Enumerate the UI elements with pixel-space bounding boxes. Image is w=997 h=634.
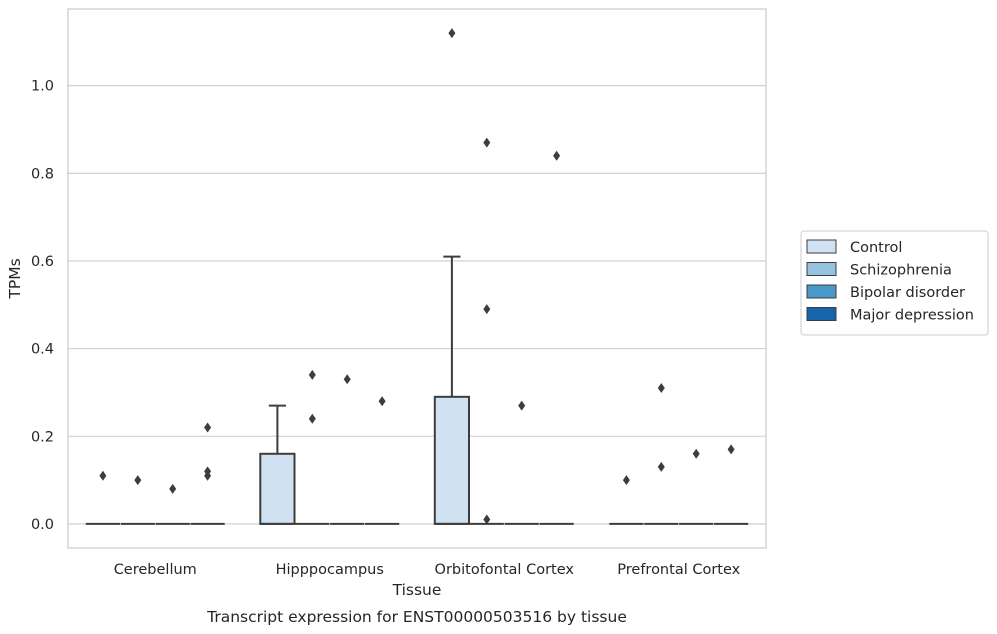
box-series	[85, 255, 749, 525]
plot-area-frame	[67, 8, 767, 549]
outlier-point	[727, 444, 735, 455]
legend-frame	[800, 230, 989, 336]
legend-swatch	[806, 239, 837, 254]
outlier-point	[343, 374, 351, 385]
outlier-point	[657, 383, 665, 394]
outlier-point	[134, 475, 142, 486]
x-axis-label: Tissue	[392, 581, 442, 599]
outlier-point	[553, 150, 561, 161]
x-axis-ticks: Cerebellum Hipppocampus Orbitofontal Corte…	[114, 562, 741, 578]
y-axis-ticks: 0.0 0.2 0.4 0.6 0.8 1.0	[31, 79, 54, 533]
y-tick-label: 1.0	[31, 79, 54, 95]
legend-label: Schizophrenia	[850, 263, 952, 279]
y-tick-label: 0.0	[31, 517, 54, 533]
outlier-point	[692, 448, 700, 459]
figure-caption: Transcript expression for ENST0000050351…	[206, 608, 627, 626]
legend-label: Major depression	[850, 308, 974, 324]
x-tick-label: Cerebellum	[114, 562, 197, 578]
y-tick-label: 0.4	[31, 342, 54, 358]
legend: Control Schizophrenia Bipolar disorder Majo…	[800, 230, 989, 336]
box-body	[433, 395, 471, 525]
grid-lines	[68, 85, 766, 525]
legend-label: Control	[850, 240, 902, 256]
outlier-point	[518, 400, 526, 411]
outlier-point	[378, 396, 386, 407]
y-tick-label: 0.6	[31, 254, 54, 270]
outlier-point	[308, 413, 316, 424]
outlier-point	[657, 461, 665, 472]
outlier-point	[99, 470, 107, 481]
legend-swatch	[806, 262, 837, 276]
y-tick-label: 0.8	[31, 166, 54, 182]
outlier-point	[204, 470, 212, 481]
legend-swatch	[806, 284, 837, 299]
x-tick-label: Prefrontal Cortex	[617, 562, 740, 578]
outlier-point	[308, 369, 316, 380]
outlier-point	[622, 475, 630, 486]
x-tick-label: Hipppocampus	[276, 562, 384, 578]
x-tick-label: Orbitofontal Cortex	[435, 562, 575, 578]
outlier-point	[483, 514, 491, 525]
outlier-point	[483, 137, 491, 148]
y-axis-label: TPMs	[6, 258, 24, 299]
legend-label: Bipolar disorder	[850, 285, 965, 301]
box-body	[259, 452, 296, 525]
outlier-point	[204, 422, 212, 433]
y-tick-label: 0.2	[31, 429, 54, 445]
outlier-point	[448, 28, 456, 39]
outlier-point	[169, 483, 177, 494]
legend-swatch	[806, 307, 837, 321]
outlier-point	[483, 304, 491, 315]
outlier-points	[99, 28, 735, 525]
